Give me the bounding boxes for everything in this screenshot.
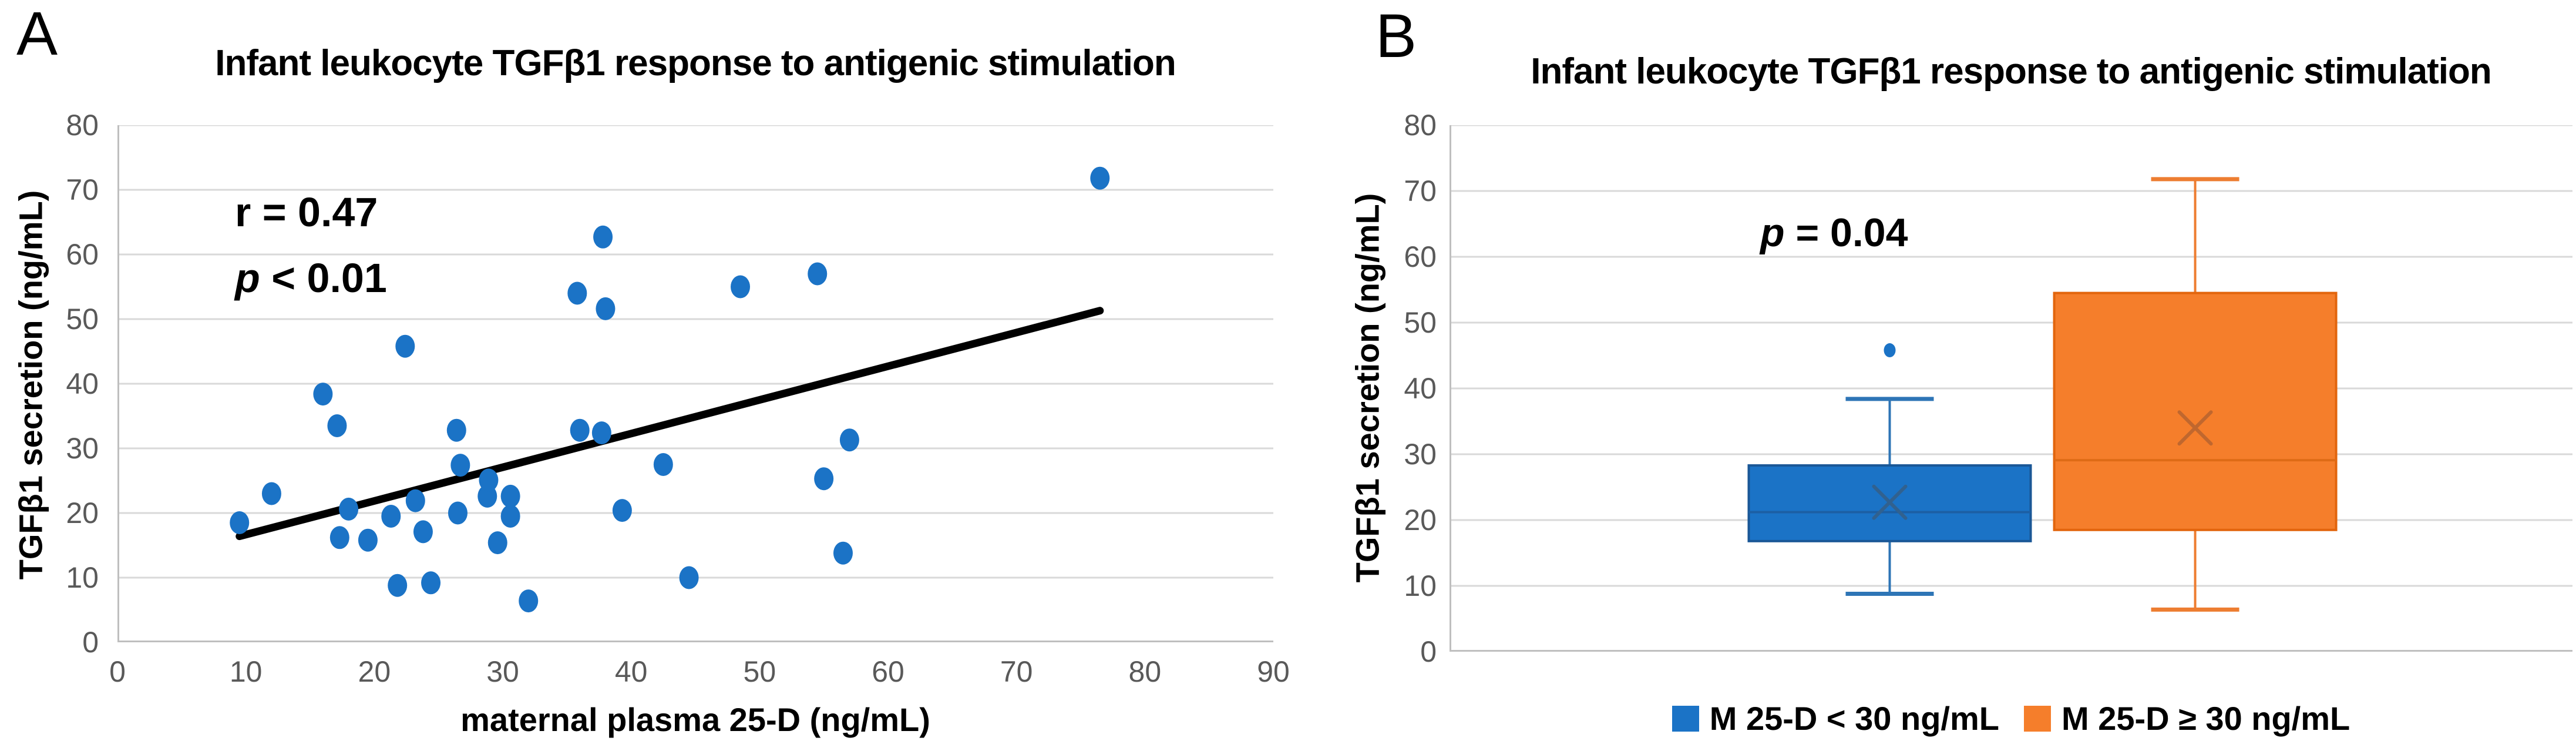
panel-a-xtick-90: 90 xyxy=(1257,655,1290,688)
panel-a-label: A xyxy=(16,0,58,68)
scatter-point-32 xyxy=(814,467,834,491)
scatter-point-3 xyxy=(327,414,347,437)
panel-b-ytick-50: 50 xyxy=(1404,306,1437,339)
scatter-point-0 xyxy=(230,511,250,534)
box-orange xyxy=(2053,291,2338,531)
panel-a-annotation-p-symbol: p xyxy=(235,255,260,301)
legend-item-below-30: M 25-D < 30 ng/mL xyxy=(1672,699,1999,737)
panel-a-xtick-50: 50 xyxy=(743,655,776,688)
scatter-point-17 xyxy=(479,468,499,492)
legend-label-above-30: M 25-D ≥ 30 ng/mL xyxy=(2061,700,2350,737)
panel-b-plot-area xyxy=(1450,124,2572,652)
panel-b-legend: M 25-D < 30 ng/mL M 25-D ≥ 30 ng/mL xyxy=(1450,699,2572,737)
scatter-point-18 xyxy=(487,531,507,555)
panel-a-annotation-p: p < 0.01 xyxy=(235,254,387,302)
panel-b-ytick-70: 70 xyxy=(1404,175,1437,207)
panel-b-annotation-p: p = 0.04 xyxy=(1760,209,1908,256)
scatter-point-26 xyxy=(596,297,616,320)
scatter-point-2 xyxy=(313,383,333,406)
scatter-point-14 xyxy=(448,501,468,525)
scatter-point-28 xyxy=(653,453,673,476)
scatter-point-27 xyxy=(612,499,632,522)
panel-a-ytick-20: 20 xyxy=(66,497,99,529)
trend-line xyxy=(236,307,1104,541)
panel-b-ytick-0: 0 xyxy=(1420,635,1437,668)
scatter-point-24 xyxy=(591,421,611,445)
panel-b-annotation-p-symbol: p xyxy=(1760,210,1785,255)
scatter-point-9 xyxy=(395,334,415,358)
scatter-point-21 xyxy=(519,589,539,613)
scatter-point-7 xyxy=(381,505,401,528)
legend-item-above-30: M 25-D ≥ 30 ng/mL xyxy=(2023,699,2350,737)
panel-a-ytick-10: 10 xyxy=(66,561,99,594)
scatter-point-15 xyxy=(450,454,470,477)
panel-a-xtick-20: 20 xyxy=(358,655,391,688)
panel-a-ytick-30: 30 xyxy=(66,432,99,465)
scatter-point-12 xyxy=(421,571,441,595)
panel-b-ytick-10: 10 xyxy=(1404,569,1437,602)
panel-a-ytick-70: 70 xyxy=(66,173,99,206)
panel-b-annotation-p-value: = 0.04 xyxy=(1784,210,1908,255)
scatter-point-19 xyxy=(500,484,520,508)
panel-a-annotation-r: r = 0.47 xyxy=(235,189,378,235)
scatter-point-33 xyxy=(833,541,853,565)
panel-b-ytick-20: 20 xyxy=(1404,504,1437,537)
panel-a-xtick-0: 0 xyxy=(109,655,126,688)
scatter-point-30 xyxy=(731,275,751,299)
panel-b-ytick-40: 40 xyxy=(1404,372,1437,405)
box-chart xyxy=(1450,124,2572,652)
scatter-point-25 xyxy=(593,225,613,249)
panel-b-chart-title: Infant leukocyte TGFβ1 response to antig… xyxy=(1531,51,2491,92)
scatter-point-22 xyxy=(567,281,587,305)
panel-a-chart-title: Infant leukocyte TGFβ1 response to antig… xyxy=(215,43,1176,83)
legend-label-below-30: M 25-D < 30 ng/mL xyxy=(1709,700,1999,737)
scatter-point-5 xyxy=(339,497,359,521)
panel-a-xtick-80: 80 xyxy=(1128,655,1162,688)
panel-a-xtick-10: 10 xyxy=(229,655,263,688)
scatter-point-8 xyxy=(388,574,408,597)
panel-a-plot-area xyxy=(117,124,1273,642)
scatter-point-35 xyxy=(1090,166,1110,190)
panel-a-xtick-30: 30 xyxy=(486,655,519,688)
outlier-point-blue-0 xyxy=(1884,343,1896,358)
scatter-point-1 xyxy=(261,482,281,505)
legend-swatch-orange xyxy=(2023,705,2051,732)
panel-a-ytick-60: 60 xyxy=(66,238,99,271)
panel-a-ytick-0: 0 xyxy=(82,626,99,659)
scatter-point-29 xyxy=(679,566,699,589)
scatter-point-13 xyxy=(446,418,466,442)
scatter-point-6 xyxy=(358,528,378,552)
panel-b-ytick-30: 30 xyxy=(1404,438,1437,471)
panel-a-xtick-60: 60 xyxy=(872,655,904,688)
panel-a-x-axis-title: maternal plasma 25-D (ng/mL) xyxy=(460,701,930,738)
panel-a-xtick-40: 40 xyxy=(614,655,648,688)
scatter-point-23 xyxy=(570,418,590,442)
scatter-point-31 xyxy=(808,262,828,286)
scatter-chart xyxy=(117,124,1273,642)
mean-marker-blue xyxy=(1872,484,1908,520)
mean-marker-orange xyxy=(2177,410,2213,446)
scatter-point-10 xyxy=(405,489,425,512)
panel-a-ytick-50: 50 xyxy=(66,303,99,336)
panel-a-ytick-80: 80 xyxy=(66,109,99,142)
scatter-point-11 xyxy=(413,520,433,544)
scatter-point-4 xyxy=(329,526,349,549)
panel-a-ytick-40: 40 xyxy=(66,367,99,400)
scatter-point-20 xyxy=(500,505,520,528)
panel-a-annotation-p-value: < 0.01 xyxy=(260,255,387,301)
legend-swatch-blue xyxy=(1672,705,1699,732)
panel-b-ytick-80: 80 xyxy=(1404,109,1437,142)
panel-a-xtick-70: 70 xyxy=(1000,655,1033,688)
panel-b-ytick-60: 60 xyxy=(1404,240,1437,273)
scatter-point-34 xyxy=(839,428,859,452)
panel-b-label: B xyxy=(1376,2,1417,71)
